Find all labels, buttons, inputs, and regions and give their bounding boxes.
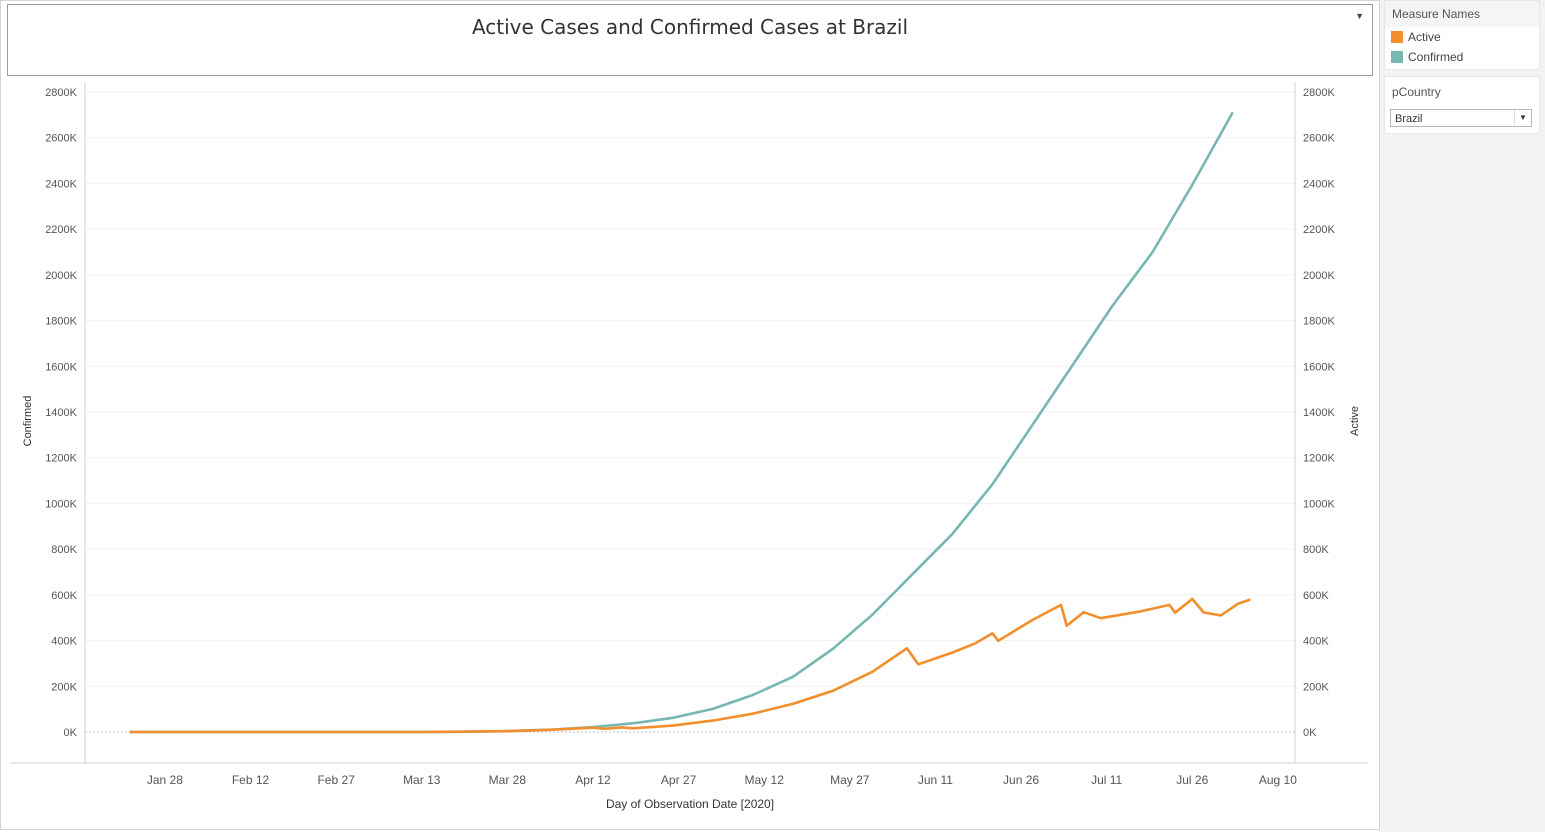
chart-title: Active Cases and Confirmed Cases at Braz…: [471, 15, 909, 39]
chevron-down-icon[interactable]: ▼: [1514, 110, 1531, 126]
y-tick-label-right: 400K: [1303, 636, 1329, 648]
y-tick-label-right: 2200K: [1303, 224, 1335, 236]
series-line-active: [129, 597, 1251, 734]
y-tick-label-right: 2000K: [1303, 270, 1335, 282]
y-tick-label-right: 1400K: [1303, 407, 1335, 419]
x-tick-label: May 12: [745, 773, 785, 787]
y-tick-label-left: 2600K: [45, 133, 77, 145]
y-tick-label-left: 2800K: [45, 87, 77, 99]
side-panel: [1380, 0, 1545, 832]
y-tick-label-right: 1800K: [1303, 316, 1335, 328]
title-box: Active Cases and Confirmed Cases at Braz…: [7, 4, 1373, 76]
legend-header: Measure Names: [1385, 1, 1539, 27]
x-tick-label: Jun 26: [1003, 773, 1039, 787]
line-chart: 0K 200K 400K 600K 800K 1000K 1200K 1400K 1600K 18…: [10, 82, 1368, 811]
legend-label-confirmed: Confirmed: [1408, 50, 1464, 64]
filter-label: pCountry: [1392, 85, 1441, 99]
legend-swatch-active: [1391, 31, 1403, 43]
x-tick-label: Apr 12: [575, 773, 611, 787]
y-tick-label-right: 1600K: [1303, 361, 1335, 373]
sheet-border: [0, 0, 1380, 830]
y-tick-label-left: 2000K: [45, 270, 77, 282]
x-tick-label: May 27: [830, 773, 870, 787]
x-tick-label: Mar 28: [489, 773, 527, 787]
y-tick-label-left: 0K: [64, 727, 78, 739]
legend-swatch-confirmed: [1391, 51, 1403, 63]
legend: Measure Names Active Confirmed: [1384, 0, 1540, 70]
x-tick-label: Apr 27: [661, 773, 697, 787]
x-tick-label: Feb 27: [317, 773, 355, 787]
x-tick-label: Jun 11: [918, 773, 953, 787]
x-tick-label: Aug 10: [1259, 773, 1297, 787]
x-tick-label: Jan 28: [147, 773, 183, 787]
y-tick-label-left: 2400K: [45, 178, 77, 190]
legend-label-active: Active: [1408, 30, 1441, 44]
title-menu-caret-icon[interactable]: ▼: [1355, 11, 1364, 21]
legend-item-confirmed[interactable]: Confirmed: [1385, 47, 1539, 67]
country-select-value: Brazil: [1395, 113, 1423, 125]
y-tick-label-left: 1000K: [45, 498, 77, 510]
y-tick-label-right: 2800K: [1303, 87, 1335, 99]
y-tick-label-left: 800K: [51, 544, 77, 556]
y-tick-label-left: 1600K: [45, 361, 77, 373]
country-filter: pCountry Brazil ▼: [1384, 76, 1540, 134]
y-tick-label-left: 1400K: [45, 407, 77, 419]
x-tick-label: Feb 12: [232, 773, 270, 787]
y-tick-label-left: 400K: [51, 636, 77, 648]
x-tick-label: Mar 13: [403, 773, 441, 787]
chart-sheet: Active Cases and Confirmed Cases at Braz…: [0, 0, 1380, 832]
y-axis-label-left: Confirmed: [22, 396, 34, 447]
y-tick-label-right: 1200K: [1303, 453, 1335, 465]
y-tick-label-left: 200K: [51, 681, 77, 693]
y-tick-label-right: 1000K: [1303, 498, 1335, 510]
x-tick-label: Jul 11: [1091, 773, 1122, 787]
y-tick-label-left: 2200K: [45, 224, 77, 236]
x-tick-label: Jul 26: [1176, 773, 1208, 787]
y-tick-label-left: 600K: [51, 590, 77, 602]
y-tick-label-right: 800K: [1303, 544, 1329, 556]
y-axis-label-right: Active: [1349, 406, 1361, 436]
series-line-confirmed: [129, 112, 1234, 734]
y-tick-label-right: 200K: [1303, 681, 1329, 693]
y-tick-label-right: 2400K: [1303, 178, 1335, 190]
country-select[interactable]: Brazil ▼: [1390, 109, 1532, 127]
y-tick-label-right: 2600K: [1303, 133, 1335, 145]
y-tick-label-right: 0K: [1303, 727, 1317, 739]
x-axis-label: Day of Observation Date [2020]: [606, 797, 774, 811]
y-tick-label-left: 1800K: [45, 316, 77, 328]
y-tick-label-right: 600K: [1303, 590, 1329, 602]
y-tick-label-left: 1200K: [45, 453, 77, 465]
legend-item-active[interactable]: Active: [1385, 27, 1539, 47]
